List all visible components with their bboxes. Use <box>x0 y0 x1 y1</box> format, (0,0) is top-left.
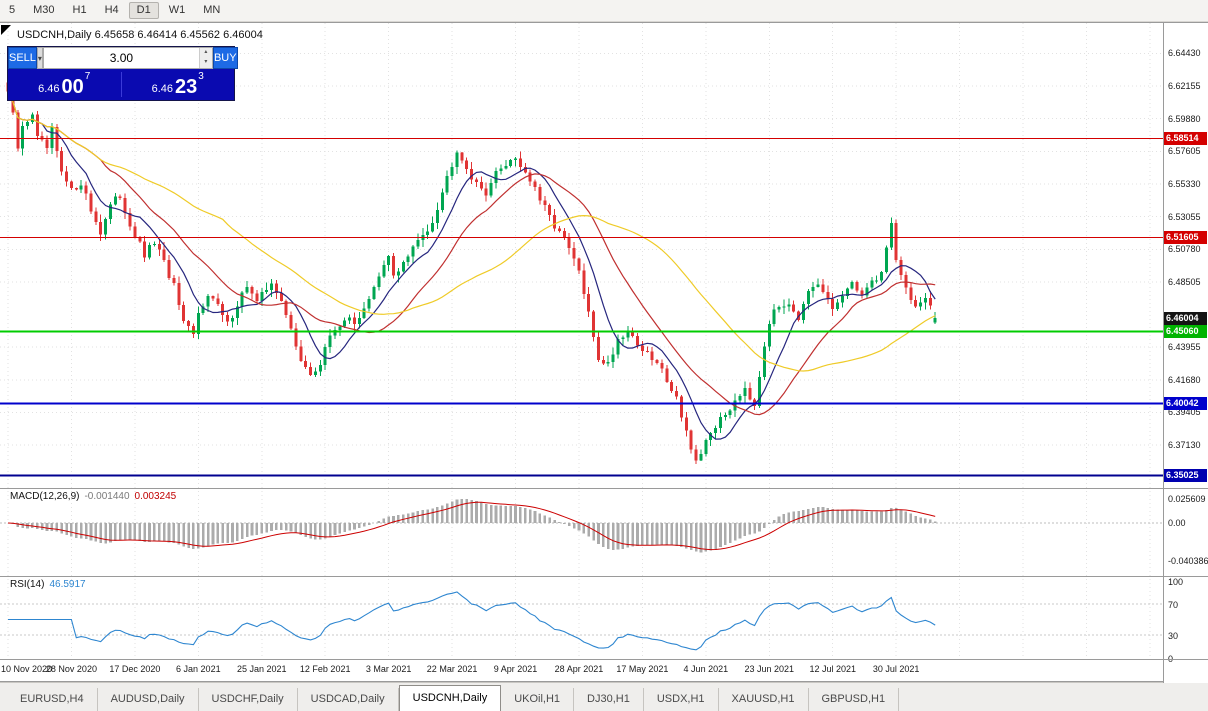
macd-name: MACD(12,26,9) <box>10 491 80 502</box>
trade-panel-prices: 6.46 00 7 6.46 23 3 <box>8 69 234 100</box>
volume-spinner: ▴ ▾ <box>198 48 212 68</box>
ask-price-sup: 3 <box>198 71 204 82</box>
timeframe-button-w1[interactable]: W1 <box>161 2 194 19</box>
date-label: 6 Jan 2021 <box>176 664 221 674</box>
date-label: 9 Apr 2021 <box>493 664 538 674</box>
chart-title: USDCNH,Daily 6.45658 6.46414 6.45562 6.4… <box>17 29 263 41</box>
date-label: 25 Jan 2021 <box>236 664 287 674</box>
price-tick-label: 6.41680 <box>1168 374 1201 385</box>
price-tick-label: 6.48505 <box>1168 276 1201 287</box>
tab-gbpusd-h1[interactable]: GBPUSD,H1 <box>809 688 900 711</box>
price-axis: 6.64430 6.62155 6.59880 6.57605 6.55330 6.530… <box>1163 23 1208 683</box>
price-tick-label: 6.57605 <box>1168 146 1201 157</box>
volume-spin-up-icon[interactable]: ▴ <box>199 48 212 58</box>
price-divider <box>120 72 122 97</box>
price-badge: 6.51605 <box>1164 231 1207 245</box>
price-tick-label: 6.37130 <box>1168 440 1201 451</box>
tab-eurusd-h4[interactable]: EURUSD,H4 <box>7 688 98 711</box>
price-badge: 6.35025 <box>1164 469 1207 483</box>
one-click-trade-panel: SELL ▾ ▴ ▾ BUY 6.46 00 7 <box>7 46 238 101</box>
timeframe-button-m30[interactable]: M30 <box>25 2 62 19</box>
ask-price-small: 6.46 <box>151 83 174 95</box>
price-tick-label: 6.64430 <box>1168 48 1201 59</box>
price-badge: 6.40042 <box>1164 397 1207 411</box>
price-tick-label: 6.53055 <box>1168 211 1201 222</box>
buy-button[interactable]: BUY <box>212 47 238 69</box>
price-tick-label: 6.50780 <box>1168 244 1201 255</box>
chevron-down-icon: ▾ <box>37 53 42 63</box>
timeframe-button-h1[interactable]: H1 <box>65 2 95 19</box>
price-tick-label: 6.59880 <box>1168 113 1201 124</box>
rsi-axis-label: 30 <box>1168 630 1179 641</box>
trade-panel-controls: SELL ▾ ▴ ▾ BUY <box>8 47 238 69</box>
chart-canvas[interactable] <box>0 23 1163 659</box>
macd-value-main: -0.001440 <box>84 491 130 502</box>
rsi-value: 46.5917 <box>49 579 86 590</box>
macd-label: MACD(12,26,9) -0.001440 0.003245 <box>10 491 176 502</box>
tab-usdcnh-daily[interactable]: USDCNH,Daily <box>398 685 502 711</box>
bid-price[interactable]: 6.46 00 7 <box>8 69 121 100</box>
volume-dropdown-button[interactable]: ▾ <box>36 47 43 69</box>
date-label: 17 Dec 2020 <box>109 664 161 674</box>
tab-xauusd-h1[interactable]: XAUUSD,H1 <box>719 688 809 711</box>
price-tick-label: 6.39405 <box>1168 407 1201 418</box>
tab-usdcad-daily[interactable]: USDCAD,Daily <box>298 688 399 711</box>
date-label: 30 Jul 2021 <box>872 664 920 674</box>
price-badge: 6.45060 <box>1164 325 1207 339</box>
date-label: 23 Jun 2021 <box>744 664 795 674</box>
date-label: 12 Jul 2021 <box>809 664 856 674</box>
axis-divider <box>1163 23 1164 683</box>
panel-separator <box>0 576 1208 577</box>
rsi-name: RSI(14) <box>10 579 45 590</box>
bid-price-big: 00 <box>61 76 84 98</box>
price-tick-label: 6.55330 <box>1168 178 1201 189</box>
panel-separator <box>0 488 1208 489</box>
macd-axis-label: 0.00 <box>1168 518 1186 528</box>
chart-tab-bar: EURUSD,H4 AUDUSD,Daily USDCHF,Daily USDCAD,… <box>0 682 1208 711</box>
bid-price-small: 6.46 <box>38 83 60 95</box>
price-badge: 6.46004 <box>1164 311 1207 325</box>
ask-price[interactable]: 6.46 23 3 <box>122 69 235 100</box>
date-label: 22 Mar 2021 <box>426 664 478 674</box>
volume-field: ▴ ▾ <box>42 47 213 69</box>
tab-audusd-daily[interactable]: AUDUSD,Daily <box>98 688 199 711</box>
volume-input[interactable] <box>43 48 199 68</box>
rsi-axis-label: 100 <box>1168 577 1184 587</box>
bid-price-sup: 7 <box>84 71 91 82</box>
price-tick-label: 6.62155 <box>1168 81 1201 92</box>
timeframe-toolbar: 5 M30 H1 H4 D1 W1 MN <box>0 0 1208 22</box>
ask-price-big: 23 <box>175 76 198 98</box>
timeframe-button-mn[interactable]: MN <box>195 2 228 19</box>
time-axis: 10 Nov 2020 28 Nov 2020 17 Dec 2020 6 Jan 2… <box>0 659 1163 683</box>
tab-usdchf-daily[interactable]: USDCHF,Daily <box>199 688 298 711</box>
rsi-axis-label: 70 <box>1168 600 1179 611</box>
macd-axis-label: -0.040386 <box>1168 556 1208 567</box>
tab-dj30-h1[interactable]: DJ30,H1 <box>574 688 644 711</box>
tab-ukoil-h1[interactable]: UKOil,H1 <box>501 688 575 711</box>
date-label: 10 Nov 2020 <box>1 664 53 674</box>
date-label: 28 Nov 2020 <box>45 664 97 674</box>
macd-axis-label: 0.025609 <box>1168 493 1206 504</box>
timeframe-button-h4[interactable]: H4 <box>97 2 127 19</box>
macd-value-signal: 0.003245 <box>134 491 177 502</box>
chart-window: USDCNH,Daily 6.45658 6.46414 6.45562 6.4… <box>0 22 1208 683</box>
timeframe-button-5[interactable]: 5 <box>1 2 23 19</box>
date-label: 4 Jun 2021 <box>683 664 729 674</box>
chart-pointer-icon <box>1 25 11 35</box>
date-label: 28 Apr 2021 <box>554 664 604 674</box>
panel-separator <box>0 659 1208 660</box>
date-label: 12 Feb 2021 <box>299 664 351 674</box>
sell-button[interactable]: SELL <box>8 47 37 69</box>
timeframe-button-d1[interactable]: D1 <box>128 2 159 19</box>
date-label: 17 May 2021 <box>616 664 669 674</box>
tab-usdx-h1[interactable]: USDX,H1 <box>644 688 719 711</box>
price-tick-label: 6.43955 <box>1168 342 1201 353</box>
volume-spin-down-icon[interactable]: ▾ <box>199 58 212 68</box>
rsi-label: RSI(14) 46.5917 <box>10 579 86 590</box>
price-badge: 6.58514 <box>1164 132 1207 146</box>
date-label: 3 Mar 2021 <box>365 664 412 674</box>
